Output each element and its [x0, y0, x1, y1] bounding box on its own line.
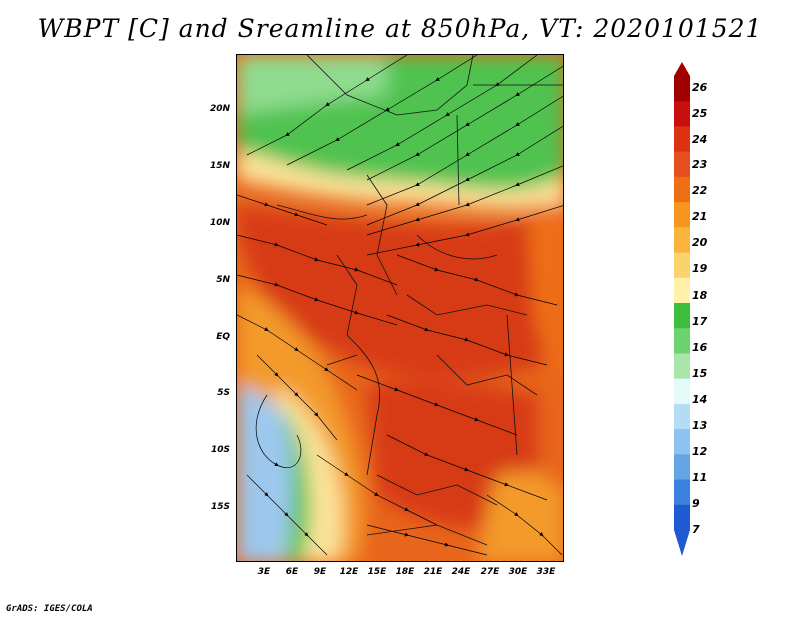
colorbar-segment	[674, 227, 690, 254]
colorbar-segment	[674, 126, 690, 153]
colorbar-label: 22	[692, 184, 708, 197]
colorbar-label: 14	[692, 393, 708, 406]
colorbar-segment	[674, 504, 690, 531]
grads-credit: GrADS: IGES/COLA	[6, 604, 93, 614]
colorbar-segment	[674, 429, 690, 455]
colorbar-segment	[674, 378, 690, 405]
colorbar-segment	[674, 328, 690, 354]
colorbar-label: 12	[692, 445, 708, 458]
colorbar-segment	[674, 176, 690, 203]
colorbar-segment	[674, 454, 690, 481]
lon-label-21e: 21E	[423, 567, 443, 577]
colorbar-label: 25	[692, 107, 708, 120]
colorbar-label: 16	[692, 341, 708, 354]
colorbar-label: 24	[692, 133, 708, 146]
map-panel[interactable]	[236, 54, 564, 562]
colorbar-label: 19	[692, 262, 708, 275]
lon-label-9e: 9E	[313, 567, 327, 577]
colorbar-segment	[674, 479, 690, 506]
colorbar-segment	[674, 76, 690, 102]
colorbar-segment	[674, 151, 690, 178]
lat-label-5n: 5N	[216, 275, 230, 285]
lat-label-10n: 10N	[209, 218, 230, 228]
lon-label-24e: 24E	[451, 567, 471, 577]
lat-label-5s: 5S	[217, 388, 230, 398]
lon-label-6e: 6E	[285, 567, 299, 577]
colorbar-label: 7	[692, 523, 700, 536]
lon-label-33e: 33E	[536, 567, 556, 577]
lat-label-15n: 15N	[209, 161, 230, 171]
colorbar-label: 20	[692, 236, 708, 249]
lon-label-30e: 30E	[508, 567, 528, 577]
colorbar-bottom-arrow	[674, 530, 690, 556]
wbpt-field	[237, 55, 563, 561]
colorbar-label: 15	[692, 367, 708, 380]
colorbar-label: 11	[692, 471, 708, 484]
temperature-shading	[237, 55, 563, 561]
colorbar-label: 23	[692, 158, 708, 171]
lon-label-15e: 15E	[367, 567, 387, 577]
streamlines	[237, 55, 563, 556]
lat-label-15s: 15S	[210, 502, 230, 512]
colorbar-segment	[674, 303, 690, 329]
colorbar-label: 13	[692, 419, 708, 432]
lon-label-3e: 3E	[257, 567, 271, 577]
lon-label-27e: 27E	[480, 567, 500, 577]
lon-label-18e: 18E	[395, 567, 415, 577]
colorbar-segment	[674, 353, 690, 380]
colorbar-label: 9	[692, 497, 700, 510]
map-title: WBPT [C] and Sreamline at 850hPa, VT: 20…	[37, 14, 763, 43]
colorbar-segment	[674, 202, 690, 228]
colorbar-segment	[674, 101, 690, 127]
colorbar	[674, 62, 690, 556]
lat-label-eq: EQ	[216, 332, 230, 342]
colorbar-top-arrow	[674, 62, 690, 76]
lat-label-20n: 20N	[209, 104, 230, 114]
lat-label-10s: 10S	[210, 445, 230, 455]
lon-label-12e: 12E	[339, 567, 359, 577]
colorbar-segment	[674, 277, 690, 304]
colorbar-label: 21	[692, 210, 708, 223]
colorbar-segment	[674, 403, 690, 430]
colorbar-label: 26	[692, 81, 708, 94]
colorbar-label: 17	[692, 315, 708, 328]
colorbar-segment	[674, 252, 690, 279]
colorbar-label: 18	[692, 289, 708, 302]
